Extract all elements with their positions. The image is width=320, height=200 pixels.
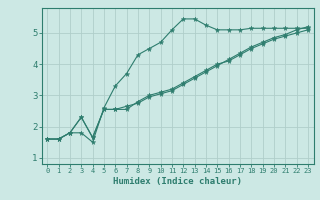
X-axis label: Humidex (Indice chaleur): Humidex (Indice chaleur): [113, 177, 242, 186]
